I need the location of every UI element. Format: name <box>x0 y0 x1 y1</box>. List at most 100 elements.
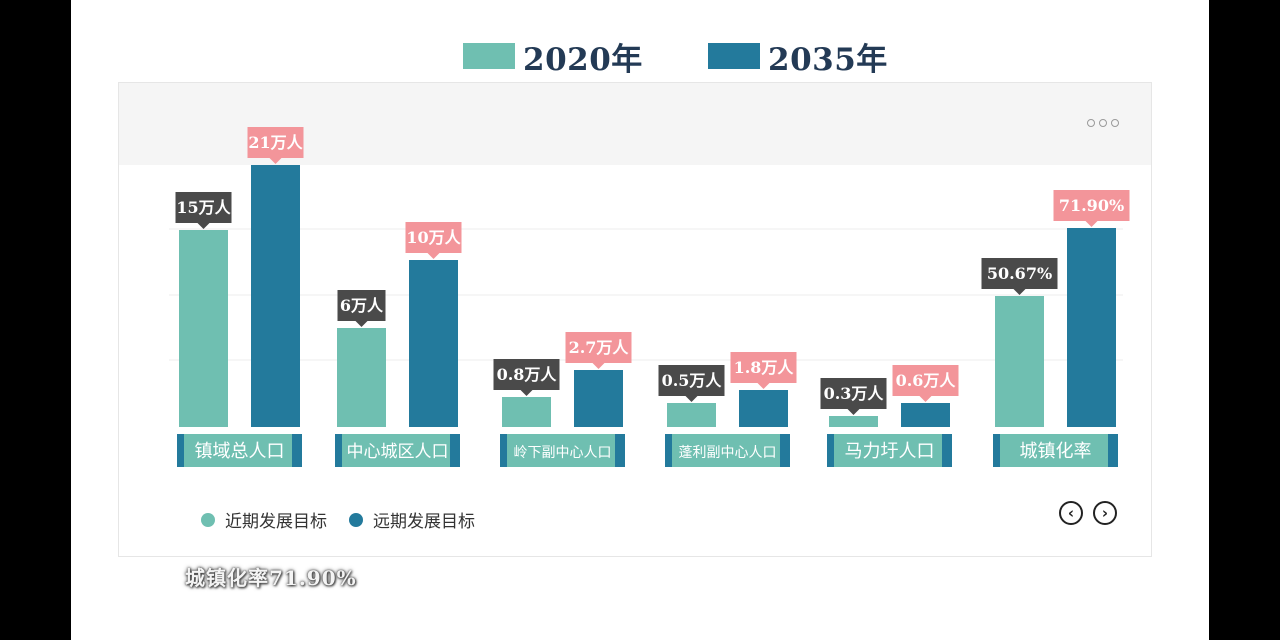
data-label-far-2: 2.7万人 <box>565 332 632 369</box>
category-edge-right-3 <box>780 434 790 467</box>
data-label-far-2-text: 2.7万人 <box>569 338 630 357</box>
caption-text: 城镇化率71.90% <box>185 566 357 590</box>
data-label-far-3-pointer <box>757 383 770 389</box>
category-bg-5 <box>993 434 1118 467</box>
bar-near-2 <box>502 397 551 427</box>
legend-far-label: 远期发展目标 <box>373 512 475 532</box>
legend-far[interactable]: 远期发展目标 <box>349 507 475 532</box>
category-edge-left-1 <box>335 434 342 467</box>
category-label-0: 镇域总人口 <box>177 434 302 467</box>
legend-2035: 2035年 <box>708 36 888 78</box>
data-label-far-5-text: 71.90% <box>1059 196 1124 215</box>
category-text-5: 城镇化率 <box>1020 441 1092 462</box>
category-bg-0 <box>177 434 302 467</box>
category-edge-left-5 <box>993 434 1000 467</box>
data-label-near-0-text: 15万人 <box>176 198 231 217</box>
data-label-far-2-box <box>565 332 632 363</box>
category-edge-right-2 <box>615 434 625 467</box>
data-label-near-0: 15万人 <box>175 192 232 229</box>
category-label-2: 岭下副中心人口 <box>500 434 625 467</box>
category-bg-3 <box>665 434 790 467</box>
legend-2035-swatch <box>708 43 760 69</box>
category-label-4: 马力圩人口 <box>827 434 952 467</box>
data-label-far-0-box <box>247 127 304 158</box>
bar-far-1 <box>409 260 458 427</box>
data-label-far-2-pointer <box>592 363 605 369</box>
data-label-near-4-text: 0.3万人 <box>824 384 885 403</box>
data-label-far-3-box <box>730 352 797 383</box>
data-label-near-4-box <box>820 378 887 409</box>
category-edge-left-0 <box>177 434 184 467</box>
category-text-2: 岭下副中心人口 <box>514 445 612 461</box>
data-label-near-2: 0.8万人 <box>493 359 560 396</box>
category-text-1: 中心城区人口 <box>347 442 449 462</box>
data-label-far-4-box <box>892 365 959 396</box>
category-label-5: 城镇化率 <box>993 434 1118 467</box>
bottom-legend: 近期发展目标 远期发展目标 <box>201 507 497 532</box>
chevron-left-icon[interactable]: ‹ <box>1059 501 1083 525</box>
bar-far-2 <box>574 370 623 427</box>
data-label-far-4-text: 0.6万人 <box>896 371 957 390</box>
data-label-near-5: 50.67% <box>981 258 1058 295</box>
data-label-far-0-text: 21万人 <box>248 133 303 152</box>
category-bg-1 <box>335 434 460 467</box>
data-label-far-5-box <box>1053 190 1130 221</box>
bar-near-1 <box>337 328 386 427</box>
legend-2020-swatch <box>463 43 515 69</box>
chart-card: 15万人 21万人镇域总人口 6万人 10万人中心城区人口 0.8万人 2.7万人岭下副中… <box>118 82 1152 557</box>
data-label-far-1: 10万人 <box>405 222 462 259</box>
bar-far-3 <box>739 390 788 427</box>
data-label-near-2-pointer <box>520 390 533 396</box>
bar-far-4 <box>901 403 950 427</box>
category-edge-left-3 <box>665 434 672 467</box>
legend-far-dot <box>349 512 363 527</box>
data-label-near-2-box <box>493 359 560 390</box>
bar-near-0 <box>179 230 228 427</box>
data-label-far-5-pointer <box>1085 221 1098 227</box>
data-label-far-1-box <box>405 222 462 253</box>
chevron-right-icon[interactable]: › <box>1093 501 1117 525</box>
legend-2035-label: 2035年 <box>768 41 888 78</box>
data-label-near-3-pointer <box>685 396 698 402</box>
category-edge-right-1 <box>450 434 460 467</box>
bar-near-5 <box>995 296 1044 427</box>
data-label-near-4-pointer <box>847 409 860 415</box>
data-label-far-4: 0.6万人 <box>892 365 959 402</box>
data-label-near-0-pointer <box>197 223 210 229</box>
category-edge-right-5 <box>1108 434 1118 467</box>
data-label-near-1: 6万人 <box>337 290 386 327</box>
bar-near-4 <box>829 416 878 427</box>
data-label-near-1-pointer <box>355 321 368 327</box>
legend-near-dot <box>201 512 215 527</box>
data-label-near-1-box <box>337 290 386 321</box>
category-edge-left-4 <box>827 434 834 467</box>
category-edge-right-0 <box>292 434 302 467</box>
legend-2020-label: 2020年 <box>523 41 643 78</box>
data-label-far-1-pointer <box>427 253 440 259</box>
category-edge-left-2 <box>500 434 507 467</box>
category-bg-2 <box>500 434 625 467</box>
data-label-far-5: 71.90% <box>1053 190 1130 227</box>
bar-far-0 <box>251 165 300 427</box>
data-label-near-2-text: 0.8万人 <box>497 365 558 384</box>
bar-near-3 <box>667 403 716 427</box>
more-dots-icon[interactable] <box>1087 119 1119 127</box>
bar-far-5 <box>1067 228 1116 427</box>
category-bg-4 <box>827 434 952 467</box>
data-label-far-4-pointer <box>919 396 932 402</box>
data-label-far-0-pointer <box>269 158 282 164</box>
data-label-near-3-text: 0.5万人 <box>662 371 723 390</box>
data-label-near-5-box <box>981 258 1058 289</box>
legend-near-label: 近期发展目标 <box>225 512 327 532</box>
data-label-near-5-text: 50.67% <box>987 264 1052 283</box>
category-text-0: 镇域总人口 <box>195 441 285 462</box>
category-label-1: 中心城区人口 <box>335 434 460 467</box>
slide: 2020年 2035年 15万人 21万人镇域总人口 6万人 10万人中心城区人口 0.… <box>71 0 1209 640</box>
category-label-3: 蓬利副中心人口 <box>665 434 790 467</box>
data-label-near-5-pointer <box>1013 289 1026 295</box>
legend-2020: 2020年 <box>463 36 643 78</box>
legend-near[interactable]: 近期发展目标 <box>201 507 327 532</box>
category-edge-right-4 <box>942 434 952 467</box>
data-label-far-0: 21万人 <box>247 127 304 164</box>
